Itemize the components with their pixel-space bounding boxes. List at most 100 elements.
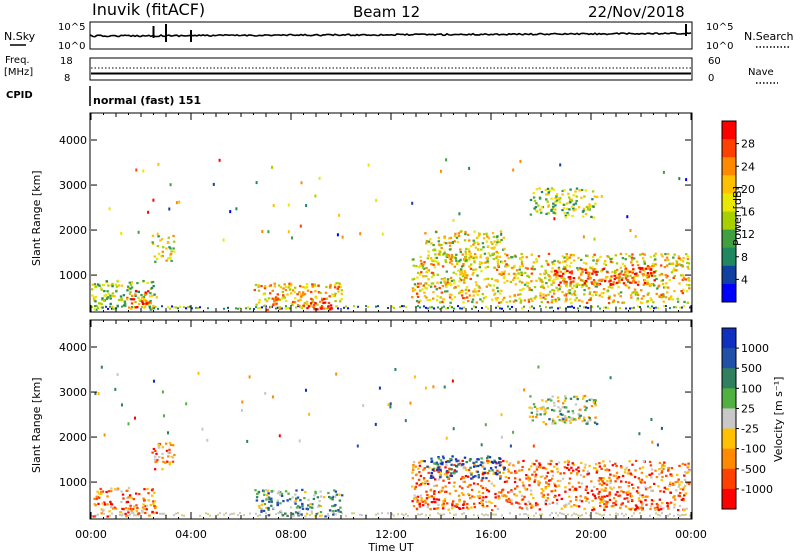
range-cell <box>473 506 476 509</box>
range-cell <box>472 475 475 478</box>
range-cell <box>595 262 598 265</box>
range-cell <box>650 468 654 471</box>
colorbar-tick-label: 4 <box>741 273 748 286</box>
range-cell <box>510 489 513 492</box>
range-cell <box>483 466 486 469</box>
range-cell <box>152 502 155 505</box>
range-cell <box>496 252 499 255</box>
range-cell <box>312 497 316 500</box>
range-cell <box>481 499 484 502</box>
range-cell <box>543 413 546 416</box>
range-cell <box>521 498 525 501</box>
range-cell <box>145 302 148 305</box>
range-cell <box>567 290 570 293</box>
range-cell <box>533 480 536 483</box>
range-cell <box>429 508 432 511</box>
range-cell <box>427 284 430 287</box>
range-cell <box>664 253 667 256</box>
range-cell <box>570 270 573 273</box>
range-cell <box>568 265 572 268</box>
range-cell <box>270 497 273 500</box>
range-cell <box>629 274 632 277</box>
range-cell <box>319 307 323 310</box>
range-cell <box>267 496 271 499</box>
range-cell <box>120 299 123 302</box>
range-cell <box>635 291 639 294</box>
range-cell <box>572 463 575 466</box>
range-cell <box>634 504 638 507</box>
range-cell <box>255 496 259 499</box>
range-cell <box>457 305 459 308</box>
range-cell <box>556 289 560 292</box>
range-cell <box>319 291 322 295</box>
range-cell <box>558 419 561 422</box>
range-cell <box>521 281 524 284</box>
range-cell <box>531 419 534 422</box>
range-cell <box>669 513 671 516</box>
range-cell <box>585 284 588 288</box>
range-cell <box>425 490 428 493</box>
range-cell <box>504 252 507 256</box>
range-cell <box>497 264 500 267</box>
range-cell <box>505 480 509 483</box>
range-cell <box>412 264 416 267</box>
range-cell <box>315 296 318 299</box>
range-cell <box>673 514 675 517</box>
range-cell <box>425 242 428 245</box>
range-cell <box>611 464 614 467</box>
colorbar-segment <box>722 121 736 140</box>
range-cell <box>141 300 144 303</box>
range-cell <box>689 514 691 517</box>
range-cell <box>314 194 317 198</box>
range-cell <box>560 419 563 422</box>
range-cell <box>547 462 550 465</box>
range-cell <box>163 512 165 515</box>
range-cell <box>332 294 335 297</box>
range-cell <box>462 463 465 466</box>
range-cell <box>628 460 631 463</box>
range-cell <box>672 269 675 272</box>
range-cell <box>524 487 527 490</box>
range-cell <box>309 304 313 307</box>
range-cell <box>103 290 106 293</box>
range-cell <box>669 262 672 265</box>
range-cell <box>608 295 612 298</box>
range-cell <box>121 513 124 516</box>
time-axis-title: Time UT <box>367 541 413 554</box>
range-cell <box>448 492 452 495</box>
range-cell <box>151 241 154 244</box>
y-tick-label: 1000 <box>59 476 87 489</box>
range-cell <box>591 198 594 201</box>
range-cell <box>427 254 430 257</box>
range-cell <box>413 277 416 280</box>
range-cell <box>341 494 344 497</box>
range-cell <box>277 306 279 309</box>
range-cell <box>673 495 676 498</box>
range-cell <box>353 512 355 515</box>
range-cell <box>469 252 473 255</box>
range-cell <box>259 306 261 309</box>
range-cell <box>671 262 674 265</box>
range-cell <box>291 512 295 515</box>
range-cell <box>642 260 646 263</box>
range-cell <box>646 272 650 275</box>
range-cell <box>556 277 559 280</box>
range-cell <box>291 496 294 499</box>
range-cell <box>662 490 666 493</box>
range-cell <box>455 236 459 239</box>
range-cell <box>175 201 178 205</box>
range-cell <box>587 501 591 504</box>
range-cell <box>505 301 509 304</box>
range-cell <box>144 505 147 508</box>
range-cell <box>541 475 544 478</box>
range-cell <box>442 500 445 503</box>
range-cell <box>452 500 455 503</box>
range-cell <box>439 301 442 304</box>
range-cell <box>559 512 561 515</box>
range-cell <box>588 205 591 208</box>
range-cell <box>307 498 310 501</box>
range-cell <box>641 252 644 255</box>
range-cell <box>495 462 498 465</box>
range-cell <box>461 513 463 516</box>
range-cell <box>552 202 555 205</box>
